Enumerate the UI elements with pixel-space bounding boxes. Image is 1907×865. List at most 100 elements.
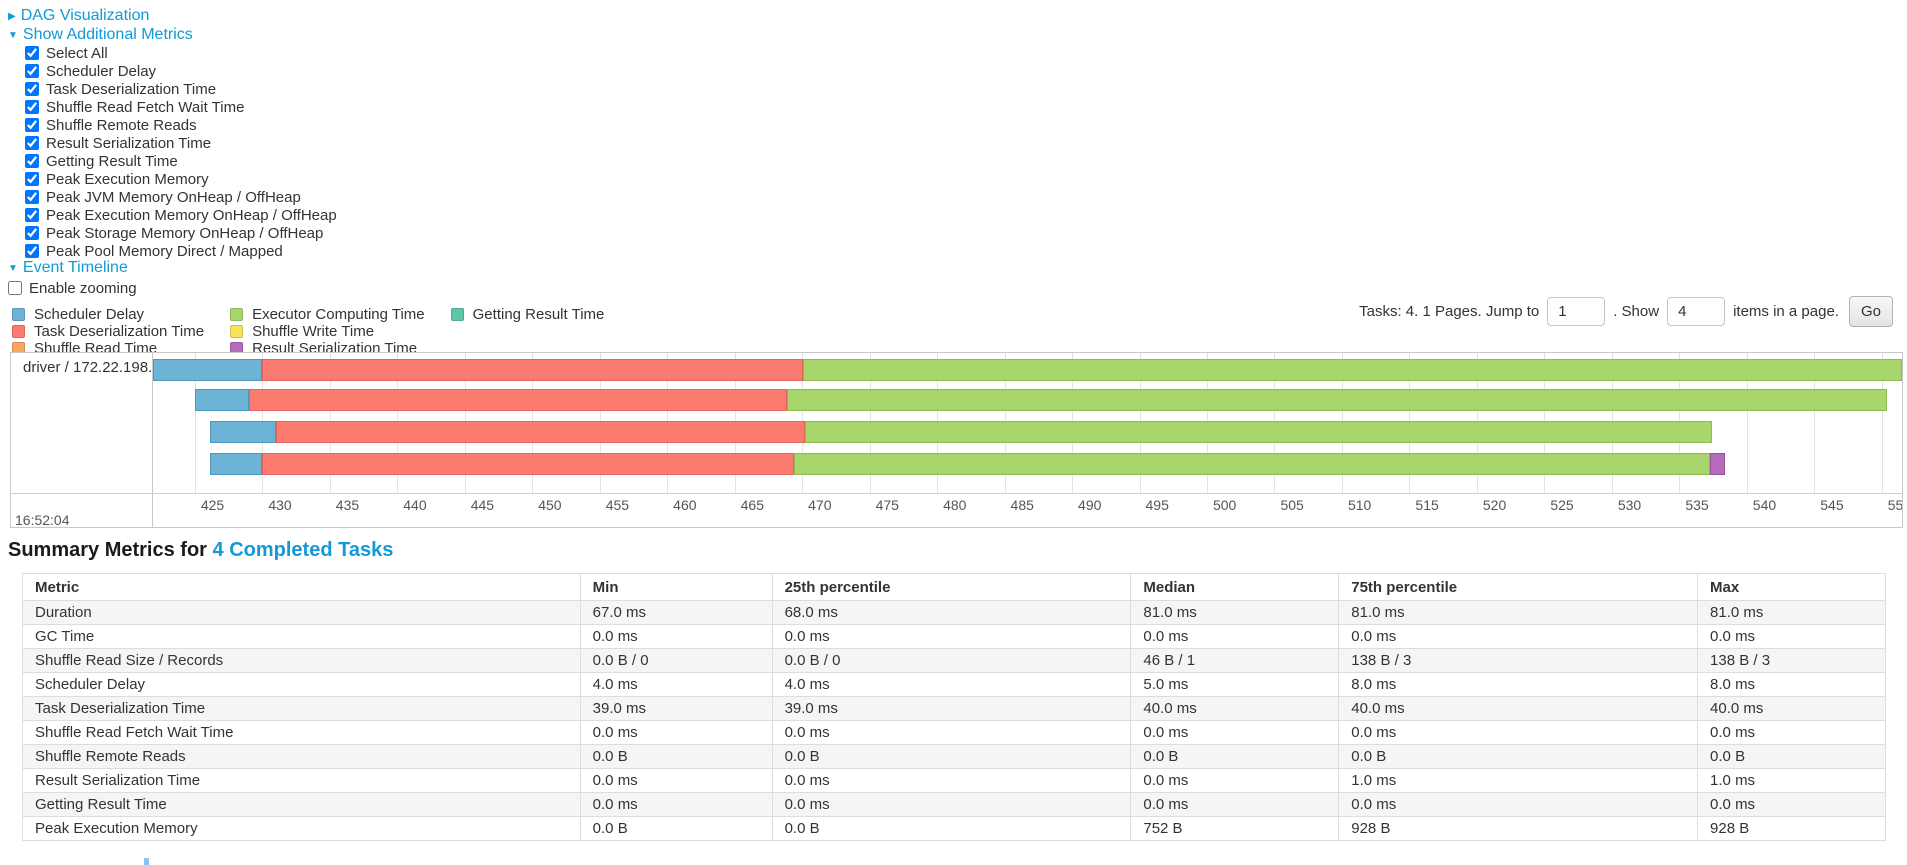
show-additional-metrics-toggle[interactable]: ▼ Show Additional Metrics [8,26,193,44]
legend-column: Scheduler Delay Task Deserialization Time… [12,306,204,357]
metric-value-cell: 0.0 ms [1338,624,1699,649]
table-header-cell: Max [1697,573,1886,601]
axis-tick-label: 510 [1347,497,1372,513]
metric-value-cell: 68.0 ms [771,600,1132,625]
jump-to-page-input[interactable] [1547,296,1606,326]
task-bar-segment-task-deserialization[interactable] [262,453,795,475]
metric-value-cell: 0.0 B [1130,744,1340,769]
metric-value-cell: 1.0 ms [1338,768,1699,793]
task-bar-segment-task-deserialization[interactable] [262,359,804,381]
dag-visualization-toggle[interactable]: ▶ DAG Visualization [8,7,149,25]
axis-tick-label: 445 [470,497,495,513]
task-bar-segment-result-serialization[interactable] [1710,453,1726,475]
task-bar-segment-scheduler-delay[interactable] [209,453,263,475]
event-timeline-toggle[interactable]: ▼ Event Timeline [8,259,128,277]
timeline-gridline [194,353,196,493]
metric-value-cell: 0.0 ms [1697,720,1886,745]
metric-value-cell: 40.0 ms [1130,696,1340,721]
task-bar-segment-executor-computing[interactable] [803,359,1902,381]
axis-tick-label: 495 [1145,497,1169,513]
enable-zooming-row: Enable zooming [8,279,137,297]
metric-value-cell: 0.0 B [579,816,773,841]
metric-checkbox[interactable] [25,82,39,96]
timeline-gridline [1881,353,1883,493]
timeline-gridline [1746,353,1748,493]
metric-name-cell: Scheduler Delay [22,672,581,697]
table-header-cell: 25th percentile [771,573,1132,601]
task-bar-segment-executor-computing[interactable] [804,421,1712,443]
table-header-cell: Median [1130,573,1340,601]
page-size-input[interactable] [1667,296,1726,326]
enable-zooming-label: Enable zooming [29,279,137,297]
task-bar-segment-scheduler-delay[interactable] [153,359,263,381]
task-bar-segment-scheduler-delay[interactable] [209,421,276,443]
metric-value-cell: 67.0 ms [579,600,773,625]
table-row: Getting Result Time 0.0 ms 0.0 ms 0.0 ms 0.0… [22,792,1886,817]
metric-value-cell: 0.0 B / 0 [579,648,773,673]
legend-item: Executor Computing Time [230,306,425,323]
metric-name-cell: Shuffle Read Fetch Wait Time [22,720,581,745]
summary-metrics-title-text: Summary Metrics for [8,539,213,561]
metric-checkbox-row: Task Deserialization Time [25,80,337,98]
metric-checkbox-row: Result Serialization Time [25,134,337,152]
legend-swatch-icon [12,325,25,338]
task-bar-segment-task-deserialization[interactable] [248,389,788,411]
metric-checkbox-row: Peak Storage Memory OnHeap / OffHeap [25,224,337,242]
event-timeline-label: Event Timeline [22,259,128,276]
metric-checkbox[interactable] [25,190,39,204]
task-bar-segment-executor-computing[interactable] [794,453,1711,475]
metric-checkbox[interactable] [25,226,39,240]
dag-visualization-label: DAG Visualization [20,7,150,24]
legend-swatch-icon [230,325,244,338]
legend-swatch-icon [12,308,25,321]
metric-value-cell: 0.0 B [1697,744,1886,769]
legend-label: Getting Result Time [472,306,605,323]
metric-value-cell: 0.0 ms [579,720,773,745]
table-row: Shuffle Read Fetch Wait Time 0.0 ms 0.0 ms… [22,720,1886,745]
metric-value-cell: 5.0 ms [1130,672,1340,697]
metric-checkbox[interactable] [25,136,39,150]
table-row: Shuffle Remote Reads 0.0 B 0.0 B 0.0 B 0.0 B… [22,744,1886,769]
metric-checkbox-row: Shuffle Read Fetch Wait Time [25,98,337,116]
task-bar-segment-task-deserialization[interactable] [275,421,805,443]
metric-value-cell: 0.0 B [771,744,1132,769]
axis-tick-label: 470 [808,497,832,513]
metric-checkbox[interactable] [25,118,39,132]
legend-item: Task Deserialization Time [12,323,204,340]
metric-checkbox[interactable] [25,100,39,114]
axis-tick-label: 515 [1415,497,1439,513]
metric-value-cell: 0.0 ms [1130,792,1340,817]
metric-value-cell: 40.0 ms [1697,696,1886,721]
metric-checkbox-label: Shuffle Remote Reads [46,116,197,134]
metric-checkbox-row: Select All [25,44,337,62]
axis-tick-label: 435 [335,497,360,513]
table-row: Duration 67.0 ms 68.0 ms 81.0 ms 81.0 ms 81.0… [22,600,1886,625]
axis-tick-label: 490 [1078,497,1102,513]
metric-checkbox[interactable] [25,64,39,78]
completed-tasks-link[interactable]: 4 Completed Tasks [212,539,394,561]
metric-checkbox-row: Scheduler Delay [25,62,337,80]
metric-checkbox-label: Scheduler Delay [46,62,157,80]
metric-checkbox[interactable] [25,154,39,168]
metric-checkbox[interactable] [25,172,39,186]
legend-label: Task Deserialization Time [34,323,205,340]
metric-name-cell: Shuffle Read Size / Records [22,648,581,673]
legend-label: Scheduler Delay [34,306,145,323]
metric-value-cell: 40.0 ms [1338,696,1699,721]
timeline-plot-area[interactable] [153,353,1902,493]
task-pagination: Tasks: 4. 1 Pages. Jump to . Show items … [1359,295,1893,327]
metric-checkbox[interactable] [25,208,39,222]
table-row: Peak Execution Memory 0.0 B 0.0 B 752 B 928 … [22,816,1886,841]
metric-checkbox[interactable] [25,244,39,258]
legend-item: Shuffle Write Time [230,323,425,340]
go-button[interactable]: Go [1848,295,1893,327]
task-bar-segment-scheduler-delay[interactable] [194,389,249,411]
metric-value-cell: 0.0 ms [1130,624,1340,649]
metric-value-cell: 4.0 ms [771,672,1132,697]
axis-tick-label: 455 [605,497,630,513]
task-bar-segment-executor-computing[interactable] [787,389,1888,411]
axis-tick-label: 505 [1280,497,1304,513]
metric-checkbox-label: Peak JVM Memory OnHeap / OffHeap [46,188,301,206]
enable-zooming-checkbox[interactable] [8,281,22,295]
metric-checkbox[interactable] [25,46,39,60]
